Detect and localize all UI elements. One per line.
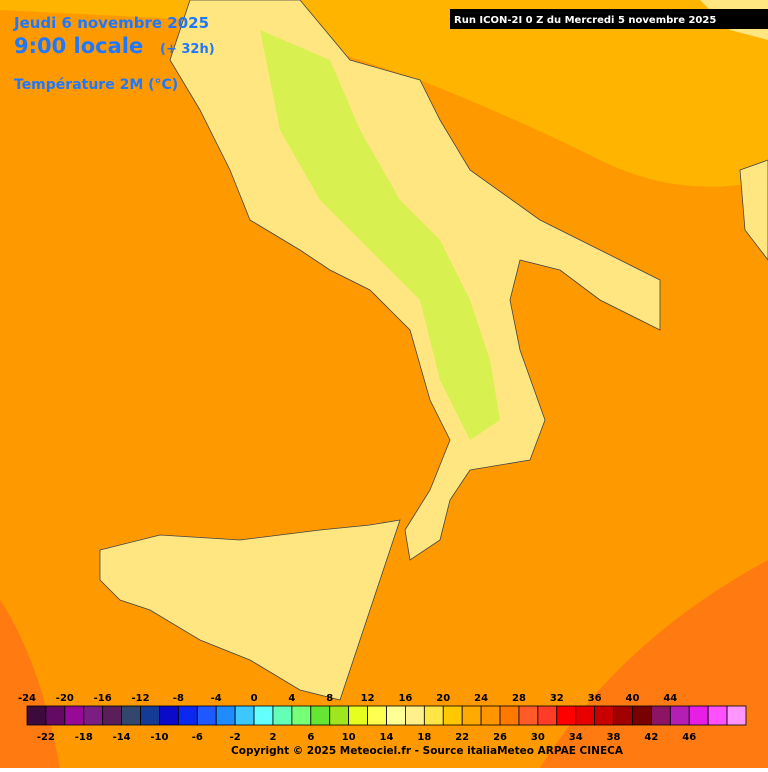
time: 9:00 locale xyxy=(14,34,143,58)
legend-label-top: 0 xyxy=(251,693,258,704)
legend-label-top: 36 xyxy=(588,693,602,704)
legend-label-bottom: 34 xyxy=(569,732,583,743)
legend-cell xyxy=(726,705,747,726)
legend-cell xyxy=(234,705,255,726)
legend-cell xyxy=(329,705,350,726)
legend-label-bottom: 2 xyxy=(269,732,276,743)
legend-cell xyxy=(613,705,633,726)
legend-label-bottom: 14 xyxy=(380,732,394,743)
legend-label-bottom: 10 xyxy=(342,732,356,743)
legend-label-top: 28 xyxy=(512,693,526,704)
legend-label-top: -16 xyxy=(94,693,112,704)
legend-cell xyxy=(102,705,123,726)
legend-label-top: 4 xyxy=(288,693,295,704)
legend-label-bottom: -18 xyxy=(75,732,93,743)
legend-label-top: 16 xyxy=(398,693,412,704)
legend-cell xyxy=(707,705,728,726)
legend-cell xyxy=(556,705,577,726)
legend-cell xyxy=(405,705,425,726)
legend-cell xyxy=(537,705,558,726)
legend-label-bottom: 30 xyxy=(531,732,545,743)
legend-cell xyxy=(650,705,671,726)
legend-label-bottom: -6 xyxy=(192,732,203,743)
legend-label-bottom: 26 xyxy=(493,732,507,743)
legend-label-bottom: -10 xyxy=(150,732,168,743)
legend-cell xyxy=(196,705,217,726)
legend-label-top: 24 xyxy=(474,693,488,704)
legend-cell xyxy=(26,705,47,726)
legend-label-top: -12 xyxy=(131,693,149,704)
legend-cell xyxy=(310,705,331,726)
legend-cell xyxy=(83,705,104,726)
legend-cell xyxy=(140,705,160,726)
legend-label-top: 20 xyxy=(436,693,450,704)
sea-north xyxy=(0,0,768,187)
legend-label-top: -8 xyxy=(173,693,184,704)
legend-cell xyxy=(669,705,690,726)
legend-label-bottom: 46 xyxy=(682,732,696,743)
albania-land xyxy=(739,159,768,261)
legend-label-bottom: -2 xyxy=(230,732,241,743)
legend-cell xyxy=(518,705,539,726)
legend-label-bottom: -14 xyxy=(113,732,131,743)
sicily-land xyxy=(99,519,401,701)
legend-cell xyxy=(367,705,387,726)
legend-cell xyxy=(253,705,274,726)
legend-label-top: 44 xyxy=(663,693,677,704)
legend-cell xyxy=(632,705,652,726)
sea-southwest xyxy=(0,600,60,768)
legend-cell xyxy=(159,705,179,726)
legend-cell xyxy=(177,705,198,726)
legend-label-top: -20 xyxy=(56,693,74,704)
legend-label-bottom: 42 xyxy=(644,732,658,743)
legend-label-top: -4 xyxy=(211,693,222,704)
legend-cell xyxy=(688,705,709,726)
legend-cell xyxy=(272,705,293,726)
copyright: Copyright © 2025 Meteociel.fr - Source i… xyxy=(231,745,624,757)
legend-cell xyxy=(575,705,596,726)
legend-cell xyxy=(461,705,482,726)
run-box xyxy=(450,9,768,29)
legend-cell xyxy=(45,705,66,726)
legend-label-top: 12 xyxy=(361,693,375,704)
legend: -24 -20 -16 -12 -8 -4 0 4 8 12 16 20 24 28 32 36 40 44-22… xyxy=(18,693,747,743)
legend-label-top: 32 xyxy=(550,693,564,704)
legend-label-bottom: 38 xyxy=(607,732,621,743)
variable: Température 2M (°C) xyxy=(14,77,178,93)
date: Jeudi 6 novembre 2025 xyxy=(13,14,209,32)
legend-label-top: 40 xyxy=(626,693,640,704)
legend-cell xyxy=(348,705,368,726)
legend-label-bottom: -22 xyxy=(37,732,55,743)
legend-cell xyxy=(423,705,444,726)
legend-cell xyxy=(386,705,406,726)
legend-label-top: 8 xyxy=(326,693,333,704)
legend-cell xyxy=(499,705,520,726)
legend-label-bottom: 18 xyxy=(417,732,431,743)
legend-cell xyxy=(480,705,501,726)
legend-label-bottom: 6 xyxy=(307,732,314,743)
run: Run ICON-2I 0 Z du Mercredi 5 novembre 2… xyxy=(454,15,716,26)
legend-cell xyxy=(64,705,85,726)
legend-label-bottom: 22 xyxy=(455,732,469,743)
offset: (+ 32h) xyxy=(160,42,215,57)
legend-cell xyxy=(215,705,236,726)
legend-cell xyxy=(291,705,312,726)
legend-cell xyxy=(594,705,614,726)
legend-label-top: -24 xyxy=(18,693,36,704)
legend-cell xyxy=(442,705,463,726)
legend-cell xyxy=(121,705,141,726)
apennines xyxy=(260,30,500,440)
